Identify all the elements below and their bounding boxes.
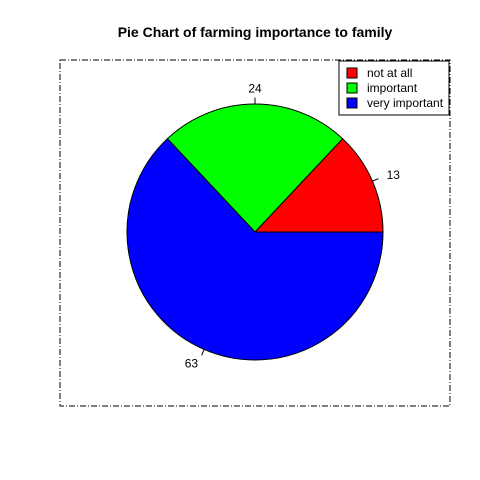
legend-swatch: [346, 97, 358, 109]
pie-slice-label: 24: [248, 82, 262, 96]
pie-label-tick: [372, 178, 379, 182]
legend-swatch: [346, 67, 358, 79]
pie-slice-label: 13: [387, 168, 401, 182]
legend-label: important: [367, 81, 418, 95]
chart-title: Pie Chart of farming importance to famil…: [118, 24, 393, 40]
pie-labels: 13 24 63: [185, 82, 401, 371]
legend-label: very important: [367, 96, 444, 110]
pie-label-tick: [201, 349, 205, 356]
plot-region-border: [59, 59, 451, 407]
pie-slices: [126, 103, 384, 361]
legend-label: not at all: [367, 66, 412, 80]
pie-slice-label: 63: [185, 357, 199, 371]
pie-slice-important: [166, 103, 344, 233]
legend-swatch: [346, 82, 358, 94]
